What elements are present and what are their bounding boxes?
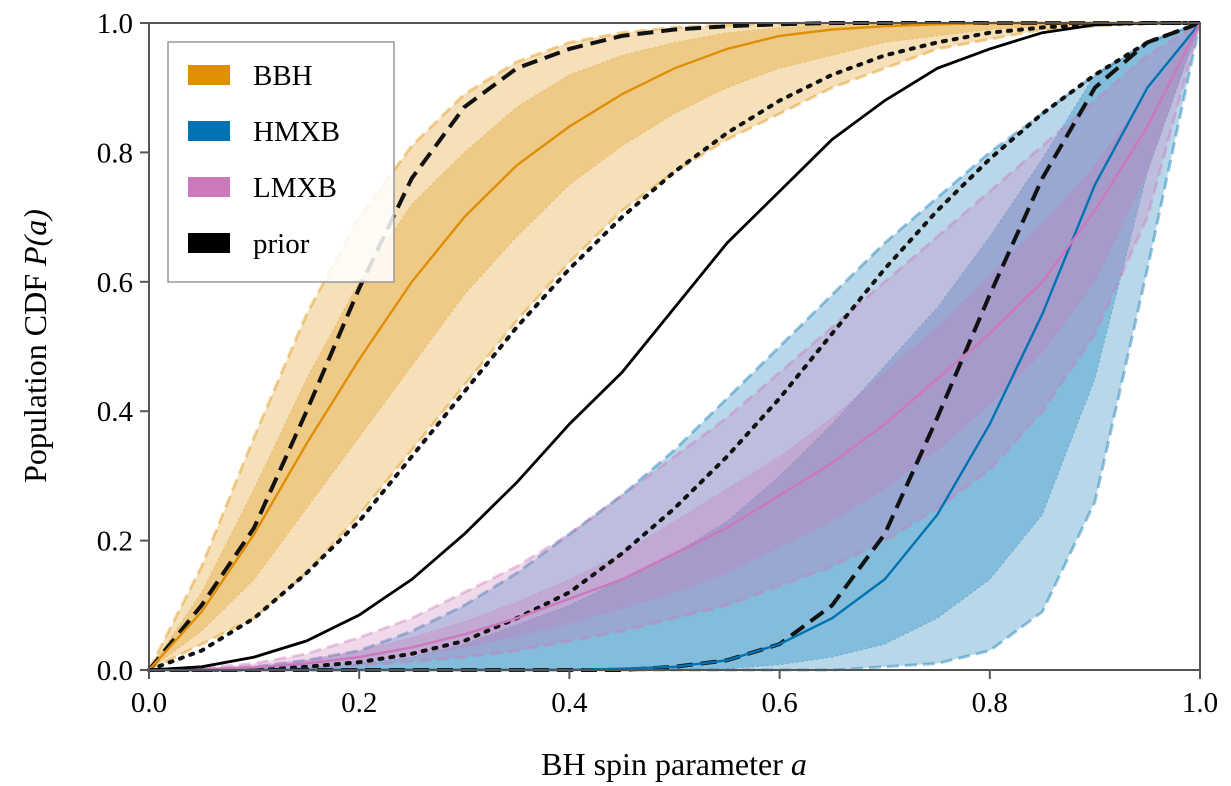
- legend-entry-prior: prior: [188, 228, 310, 260]
- x-tick-label: 0.8: [972, 687, 1008, 719]
- x-tick-label: 0.6: [761, 687, 797, 719]
- legend-entry-hmxb: HMXB: [188, 116, 340, 148]
- lmxb-band-upper-edge: [148, 21, 1201, 672]
- prior-median-line: [148, 21, 1200, 672]
- hmxb-dotted-ref-line: [147, 21, 1202, 672]
- hmxb-band-upper-edge: [148, 21, 1201, 672]
- y-tick-label: 0.8: [97, 137, 133, 169]
- x-axis-label: BH spin parameter a: [541, 746, 807, 782]
- y-tick-label: 0.2: [97, 526, 133, 558]
- legend: BBH HMXB LMXB prior: [167, 41, 395, 283]
- legend-swatch-bbh: [188, 65, 230, 85]
- y-ticks: 0.0 0.2 0.4 0.6 0.8 1.0: [97, 8, 149, 687]
- lmxb-band-90: [149, 23, 1200, 670]
- legend-label-bbh: BBH: [253, 60, 313, 92]
- lmxb-median-line: [148, 22, 1202, 672]
- legend-swatch-hmxb: [188, 121, 230, 141]
- x-tick-label: 1.0: [1182, 687, 1218, 719]
- lmxb-band-lower-edge: [149, 22, 1202, 672]
- plot-frame: [148, 22, 1201, 671]
- y-tick-label: 0.0: [97, 655, 133, 687]
- y-axis-label: Population CDF P(a): [17, 209, 53, 483]
- x-tick-label: 0.0: [131, 687, 167, 719]
- bbh-dotted-ref-line: [147, 21, 1202, 672]
- legend-swatch-lmxb: [188, 177, 230, 197]
- lmxb-band-68: [148, 22, 1201, 671]
- bbh-band-68: [148, 22, 1200, 671]
- legend-entry-lmxb: LMXB: [188, 172, 337, 204]
- x-axis-label-text: BH spin parameter: [541, 746, 783, 782]
- hmxb-band-68: [149, 22, 1201, 671]
- bands-layer: [147, 21, 1202, 672]
- bbh-band-90: [149, 23, 1200, 670]
- y-axis-label-text: Population CDF: [17, 274, 53, 483]
- y-tick-label: 0.4: [97, 396, 134, 428]
- legend-entry-bbh: BBH: [188, 60, 313, 92]
- x-tick-label: 0.2: [341, 687, 377, 719]
- legend-label-lmxb: LMXB: [253, 172, 337, 204]
- hmxb-band-90: [149, 23, 1200, 670]
- x-tick-label: 0.4: [551, 687, 588, 719]
- legend-label-hmxb: HMXB: [253, 116, 340, 148]
- x-ticks: 0.0 0.2 0.4 0.6 0.8 1.0: [131, 670, 1218, 719]
- legend-label-prior: prior: [253, 228, 310, 260]
- legend-swatch-prior: [188, 233, 230, 253]
- y-tick-label: 1.0: [97, 8, 133, 40]
- x-axis-label-var: a: [791, 746, 807, 782]
- y-tick-label: 0.6: [97, 267, 133, 299]
- y-axis-label-var: P(a): [17, 209, 53, 267]
